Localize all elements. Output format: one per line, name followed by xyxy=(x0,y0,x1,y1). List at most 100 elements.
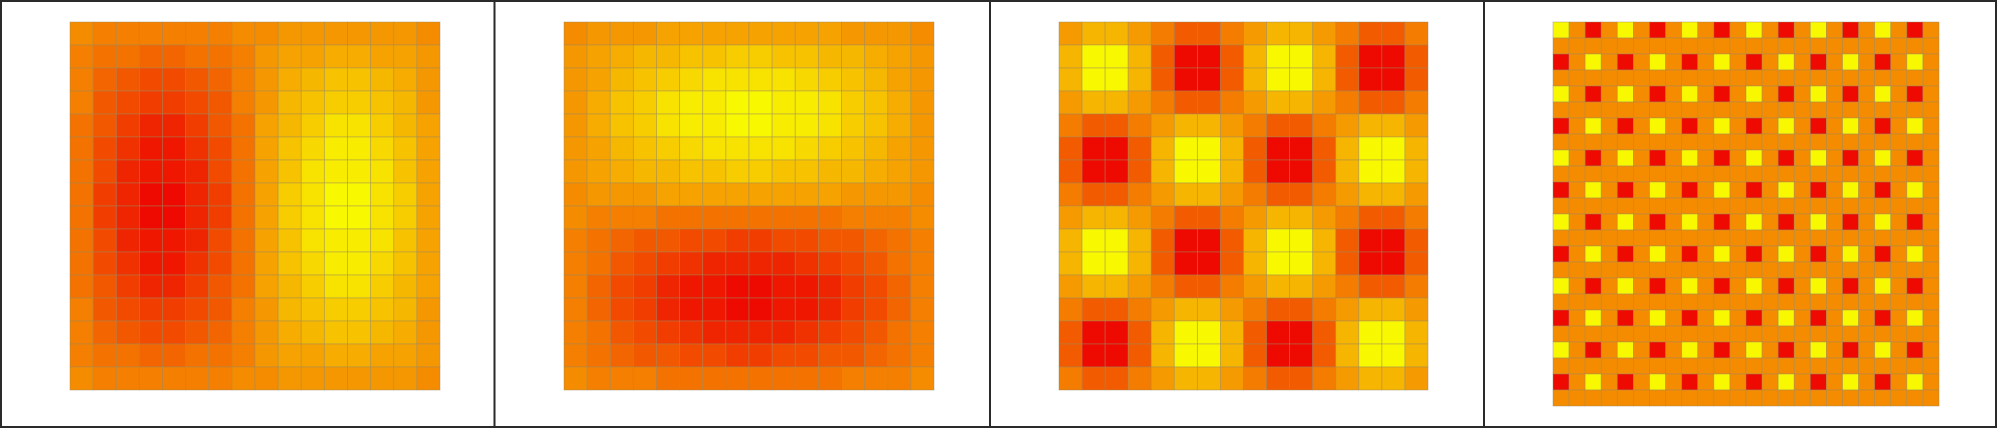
heatmap-cell xyxy=(138,343,163,368)
heatmap-cell xyxy=(370,205,395,230)
heatmap-cell xyxy=(1665,117,1683,135)
heatmap-cell xyxy=(1358,136,1383,161)
heatmap-cell xyxy=(794,159,819,184)
heatmap-cell xyxy=(1665,261,1683,279)
heatmap-cell xyxy=(679,205,704,230)
heatmap-cell xyxy=(1665,213,1683,231)
heatmap-cell xyxy=(277,274,302,299)
heatmap-cell xyxy=(1600,357,1618,375)
heatmap-cell xyxy=(162,136,187,161)
heatmap-cell xyxy=(1761,373,1779,391)
heatmap-cell xyxy=(771,44,796,69)
heatmap-cell xyxy=(748,113,773,138)
heatmap-cell xyxy=(1150,297,1175,322)
heatmap-cell xyxy=(185,228,210,253)
heatmap-cell xyxy=(1729,165,1747,183)
heatmap-cell xyxy=(1922,229,1940,247)
heatmap-cell xyxy=(1761,117,1779,135)
heatmap-cell xyxy=(1729,117,1747,135)
heatmap-cell xyxy=(771,320,796,345)
heatmap-cell xyxy=(185,159,210,184)
heatmap-cell xyxy=(208,228,233,253)
heatmap-cell xyxy=(1906,389,1924,407)
heatmap-cell xyxy=(115,366,140,391)
heatmap-cell xyxy=(609,159,634,184)
heatmap-cell xyxy=(1584,277,1602,295)
heatmap-cell xyxy=(162,182,187,207)
heatmap-cell xyxy=(1890,85,1908,103)
heatmap-cell xyxy=(864,159,889,184)
heatmap-cell xyxy=(1335,251,1360,276)
heatmap-cell xyxy=(702,343,727,368)
heatmap-cell xyxy=(1600,293,1618,311)
heatmap-cell xyxy=(1058,90,1083,115)
heatmap-cell xyxy=(632,274,657,299)
heatmap-cell xyxy=(1058,274,1083,299)
heatmap-cell xyxy=(300,366,325,391)
heatmap-cell xyxy=(254,343,279,368)
heatmap-cell xyxy=(1729,373,1747,391)
heatmap-cell xyxy=(1196,251,1221,276)
heatmap-cell xyxy=(1568,21,1586,39)
heatmap-cell xyxy=(910,44,935,69)
heatmap-cell xyxy=(1729,309,1747,327)
heatmap-cell xyxy=(1713,37,1731,55)
heatmap-cell xyxy=(1697,213,1715,231)
heatmap-cell xyxy=(1150,320,1175,345)
heatmap-cell xyxy=(347,205,372,230)
heatmap-cell xyxy=(1358,205,1383,230)
heatmap-cell xyxy=(910,21,935,46)
heatmap-cell xyxy=(1616,325,1634,343)
heatmap-cell xyxy=(1858,165,1876,183)
heatmap-cell xyxy=(1081,366,1106,391)
heatmap-cell xyxy=(92,136,117,161)
heatmap-cell xyxy=(1681,117,1699,135)
heatmap-cell xyxy=(347,297,372,322)
heatmap-cell xyxy=(1104,228,1129,253)
heatmap-cell xyxy=(910,136,935,161)
heatmap-cell xyxy=(1697,117,1715,135)
heatmap-cell xyxy=(1826,213,1843,231)
heatmap-cell xyxy=(1266,90,1291,115)
heatmap-cell xyxy=(416,136,441,161)
heatmap-cell xyxy=(1713,245,1731,263)
heatmap-cell xyxy=(1568,133,1586,151)
heatmap-cell xyxy=(1649,277,1666,295)
heatmap-cell xyxy=(1584,341,1602,359)
heatmap-cell xyxy=(1633,341,1650,359)
heatmap-cell xyxy=(609,44,634,69)
heatmap-cell xyxy=(1616,373,1634,391)
heatmap-cell xyxy=(1826,165,1843,183)
heatmap-cell xyxy=(277,136,302,161)
heatmap-cell xyxy=(1858,213,1876,231)
heatmap-cell xyxy=(817,228,842,253)
heatmap-cell xyxy=(1584,21,1602,39)
heatmap-cell xyxy=(1058,366,1083,391)
heatmap-cell xyxy=(1568,389,1586,407)
heatmap-cell xyxy=(702,44,727,69)
heatmap-cell xyxy=(1173,228,1198,253)
heatmap-cell xyxy=(347,113,372,138)
heatmap-cell xyxy=(1600,277,1618,295)
heatmap-cell xyxy=(1335,44,1360,69)
heatmap-cell xyxy=(1289,113,1314,138)
heatmap-cell xyxy=(115,136,140,161)
heatmap-cell xyxy=(208,90,233,115)
heatmap-cell xyxy=(1243,251,1267,276)
heatmap-cell xyxy=(1633,101,1650,119)
heatmap-cell xyxy=(138,297,163,322)
heatmap-cell xyxy=(1745,277,1763,295)
heatmap-cell xyxy=(1842,165,1859,183)
heatmap-cell xyxy=(1081,159,1106,184)
heatmap-cell xyxy=(1584,37,1602,55)
heatmap-cell xyxy=(1858,21,1876,39)
heatmap-cell xyxy=(632,44,657,69)
heatmap-cell xyxy=(1809,165,1827,183)
heatmap-cell xyxy=(1552,277,1570,295)
heatmap-cell xyxy=(1266,251,1291,276)
heatmap-cell xyxy=(1584,245,1602,263)
heatmap-cell xyxy=(1890,389,1908,407)
heatmap-cell xyxy=(1616,277,1634,295)
heatmap-cell xyxy=(1649,357,1666,375)
heatmap-cell xyxy=(1104,21,1129,46)
